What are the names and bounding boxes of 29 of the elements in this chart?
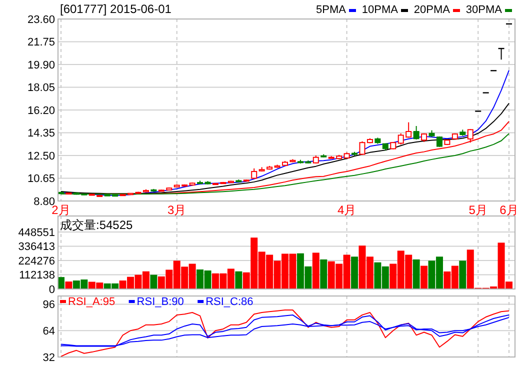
legend-label: RSI_C:86: [206, 296, 254, 308]
legend-label: RSI_B:90: [136, 296, 184, 308]
y-tick-label: 64: [42, 325, 55, 338]
chart-title: 成交量:54525: [60, 218, 134, 232]
y-tick-label: 16.20: [27, 104, 55, 117]
y-tick-label: 96: [42, 299, 55, 312]
y-tick-label: 32: [42, 352, 55, 364]
y-tick-label: 0: [48, 284, 55, 296]
x-tick-label: 3月: [168, 203, 186, 217]
legend-label: 5PMA: [316, 4, 347, 16]
y-tick-label: 14.35: [27, 128, 55, 140]
legend-label: RSI_A:95: [68, 296, 116, 308]
y-tick-label: 224276: [18, 255, 55, 268]
y-tick-label: 112138: [19, 270, 55, 282]
legend-label: 20PMA: [414, 4, 451, 16]
legend-label: 10PMA: [362, 4, 399, 16]
y-tick-label: 19.90: [27, 59, 55, 72]
y-tick-label: 10.65: [27, 173, 55, 186]
y-tick-label: 12.50: [27, 150, 55, 162]
y-tick-label: 21.75: [27, 36, 55, 49]
legend-label: 30PMA: [466, 4, 503, 16]
y-tick-label: 23.60: [27, 14, 55, 26]
x-tick-label: 5月: [468, 203, 488, 217]
y-tick-label: 336413: [18, 241, 55, 254]
chart-title: [601777] 2015-06-01: [60, 2, 172, 16]
x-tick-label: 4月: [337, 203, 356, 217]
x-tick-label: 6月: [500, 203, 518, 217]
y-tick-label: 448551: [18, 226, 55, 239]
y-tick-label: 18.05: [27, 82, 55, 94]
